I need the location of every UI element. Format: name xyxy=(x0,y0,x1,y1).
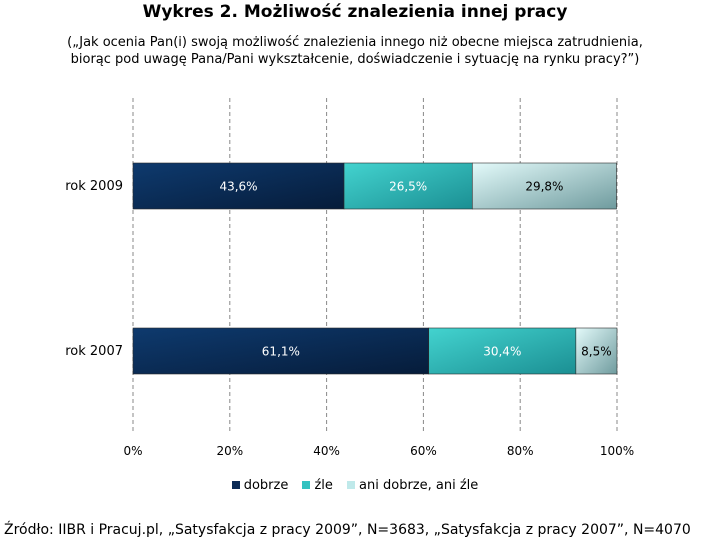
legend-swatch-ani-dobrze-ani-zle xyxy=(347,481,356,489)
chart-subtitle-line-2: biorąc pod uwagę Pana/Pani wykształcenie… xyxy=(70,52,640,67)
legend-item-ani-dobrze-ani-zle: ani dobrze, ani źle xyxy=(347,478,478,493)
x-tick-label-3: 60% xyxy=(410,444,437,458)
x-tick-label-5: 100% xyxy=(600,444,634,458)
data-label-0-1: 26,5% xyxy=(389,180,427,194)
legend-label-ani-dobrze-ani-zle: ani dobrze, ani źle xyxy=(359,478,479,493)
legend-label-dobrze: dobrze xyxy=(243,478,289,493)
data-label-1-1: 30,4% xyxy=(483,345,521,359)
data-label-1-2: 8,5% xyxy=(581,345,612,359)
x-tick-label-2: 40% xyxy=(313,444,340,458)
chart-title: Wykres 2. Możliwość znalezienia innej pr… xyxy=(142,2,568,22)
legend-item-dobrze: dobrze xyxy=(231,478,289,493)
data-label-0-2: 29,8% xyxy=(525,180,563,194)
legend-swatch-dobrze xyxy=(231,481,240,489)
chart-legend: dobrze źle ani dobrze, ani źle xyxy=(0,478,710,493)
legend-swatch-zle xyxy=(302,481,311,489)
bar-segment-0-2 xyxy=(471,162,617,210)
source-note: Źródło: IIBR i Pracuj.pl, „Satysfakcja z… xyxy=(4,522,691,538)
legend-label-zle: źle xyxy=(314,478,333,493)
stacked-bar-chart: 0% 20% 40% 60% 80% 100% rok 2009 rok 2007 43,6% 2… xyxy=(65,98,634,458)
data-label-1-0: 61,1% xyxy=(262,345,300,359)
legend-item-zle: źle xyxy=(302,478,333,493)
category-label-1: rok 2007 xyxy=(65,344,123,359)
bar-segment-1-0 xyxy=(132,327,430,375)
data-label-0-0: 43,6% xyxy=(219,180,257,194)
category-label-0: rok 2009 xyxy=(65,179,123,194)
bar-segment-0-0 xyxy=(132,162,345,210)
x-tick-label-1: 20% xyxy=(216,444,243,458)
chart-subtitle-line-1: („Jak ocenia Pan(i) swoją możliwość znal… xyxy=(67,35,643,50)
bar-segment-1-2 xyxy=(575,327,618,375)
x-tick-label-0: 0% xyxy=(123,444,142,458)
bar-segment-0-1 xyxy=(343,162,473,210)
x-tick-label-4: 80% xyxy=(507,444,534,458)
bar-segment-1-1 xyxy=(428,327,577,375)
